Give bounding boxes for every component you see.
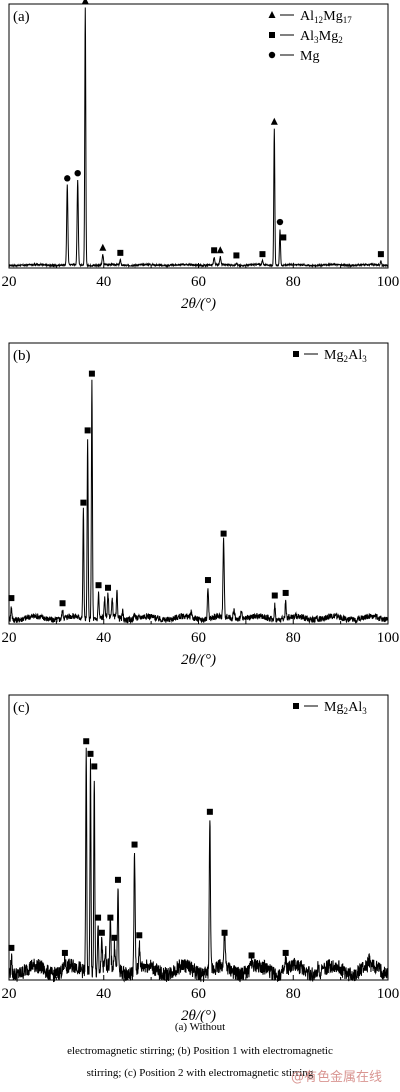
- x-tick-label: 100: [377, 274, 400, 290]
- legend-square-symbol: [293, 703, 299, 709]
- plot-frame: [8, 694, 389, 981]
- x-tick-label: 40: [96, 630, 111, 646]
- figure-caption-line-1: (a) Without: [174, 1021, 226, 1033]
- panel-label: (a): [13, 9, 30, 25]
- legend-entry-label: Mg2 Al3: [324, 348, 367, 364]
- peak-marker-square: [95, 582, 102, 589]
- peak-marker-square: [204, 577, 211, 584]
- peak-marker-square: [117, 249, 124, 256]
- xrd-spectrum-line: [8, 7, 389, 269]
- x-tick-label: 80: [286, 274, 301, 290]
- peak-marker-square: [221, 929, 228, 936]
- peak-marker-square: [282, 949, 289, 956]
- panel-label: (c): [13, 700, 30, 716]
- figure-caption-line-3: stirring; (c) Position 2 with electromag…: [86, 1067, 314, 1079]
- peak-marker-circle: [74, 169, 81, 177]
- peak-marker-square: [280, 234, 287, 241]
- peak-marker-square: [259, 251, 266, 258]
- x-axis-label: 2θ/(°): [181, 652, 216, 668]
- xrd-panel-c: 20 40 60 80 100 2θ/(°) (c) Mg2 Al3: [2, 694, 400, 1024]
- peak-marker-square: [206, 808, 213, 815]
- x-axis-label: 2θ/(°): [181, 1008, 216, 1024]
- peak-marker-square: [61, 949, 68, 956]
- legend-entry-label: Al12 Mg17: [300, 9, 352, 25]
- peak-marker-square: [87, 750, 94, 757]
- peak-marker-square: [88, 370, 95, 377]
- x-tick-label: 20: [2, 630, 17, 646]
- peak-marker-triangle: [270, 117, 278, 125]
- legend-square-symbol: [269, 32, 275, 38]
- xrd-spectrum-line: [8, 747, 389, 983]
- legend-entry-label: Mg: [300, 49, 319, 64]
- legend-entry-label: Mg2 Al3: [324, 700, 367, 716]
- peak-marker-square: [8, 944, 15, 951]
- peak-marker-square: [84, 427, 91, 434]
- x-tick-label: 40: [96, 274, 111, 290]
- peak-marker-square: [105, 584, 112, 591]
- peak-marker-square: [8, 595, 15, 602]
- x-tick-label: 60: [191, 986, 206, 1002]
- plot-frame: [8, 342, 389, 625]
- peak-marker-square: [248, 952, 255, 959]
- peak-marker-square: [111, 934, 118, 941]
- xrd-panel-a: 20 40 60 80 100 2θ/(°) (a) Al12 Mg17 Al3 Mg2 Mg: [2, 0, 400, 312]
- peak-marker-square: [80, 499, 87, 506]
- legend-square-symbol: [293, 351, 299, 357]
- peak-marker-square: [233, 252, 240, 259]
- peak-marker-square: [131, 841, 138, 848]
- x-tick-label: 100: [377, 630, 400, 646]
- peak-marker-square: [95, 914, 102, 921]
- peak-marker-square: [114, 876, 121, 883]
- peak-marker-triangle: [81, 0, 89, 4]
- xrd-spectrum-line: [8, 379, 389, 625]
- legend-entry-label: Al3 Mg2: [300, 29, 343, 45]
- x-tick-label: 20: [2, 986, 17, 1002]
- x-tick-label: 80: [286, 630, 301, 646]
- peak-marker-square: [91, 763, 98, 770]
- legend-triangle-symbol: [268, 11, 276, 18]
- peak-marker-square: [211, 247, 218, 254]
- peak-marker-square: [83, 738, 90, 745]
- legend-circle-symbol: [268, 51, 276, 59]
- peak-marker-square: [220, 530, 227, 537]
- peak-marker-square: [282, 589, 289, 596]
- peak-marker-triangle: [99, 243, 107, 251]
- peak-marker-square: [377, 251, 384, 258]
- peak-marker-square: [107, 914, 114, 921]
- x-axis-label: 2θ/(°): [181, 296, 216, 312]
- peak-marker-square: [271, 592, 278, 599]
- panel-label: (b): [13, 348, 31, 364]
- x-tick-label: 80: [286, 986, 301, 1002]
- x-tick-label: 100: [377, 986, 400, 1002]
- x-tick-label: 60: [191, 630, 206, 646]
- peak-marker-square: [98, 929, 105, 936]
- peak-marker-square: [59, 600, 66, 607]
- x-tick-label: 60: [191, 274, 206, 290]
- peak-marker-circle: [276, 218, 284, 226]
- x-tick-label: 40: [96, 986, 111, 1002]
- peak-marker-square: [136, 932, 143, 939]
- xrd-panel-b: 20 40 60 80 100 2θ/(°) (b) Mg2 Al3: [2, 342, 400, 668]
- x-tick-label: 20: [2, 274, 17, 290]
- peak-marker-circle: [64, 175, 71, 182]
- watermark: @有色金属在线: [290, 1070, 382, 1085]
- figure-caption-line-2: electromagnetic stirring; (b) Position 1…: [67, 1045, 333, 1057]
- peak-marker-triangle: [216, 246, 224, 254]
